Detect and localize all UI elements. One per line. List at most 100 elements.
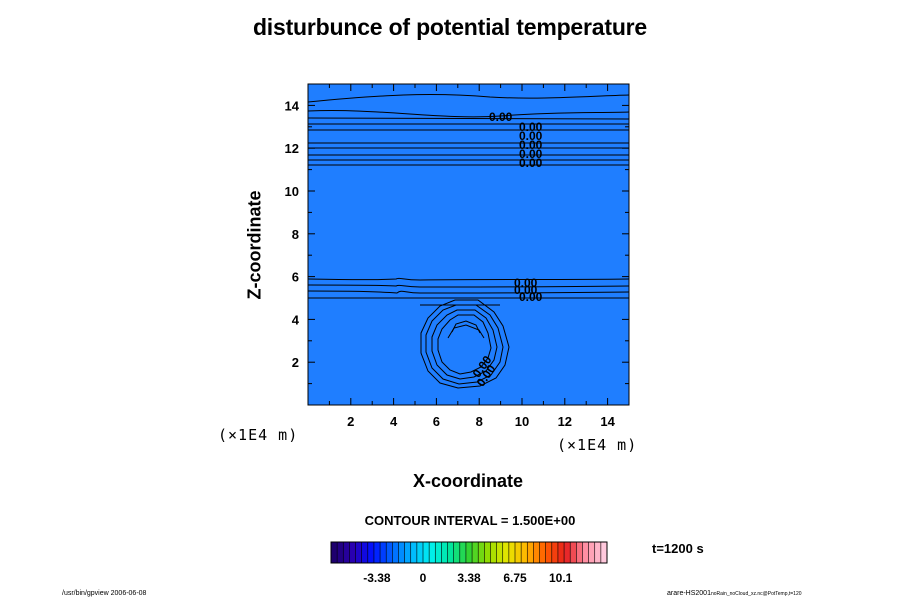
- y-tick-label: 2: [292, 355, 299, 370]
- colorbar-swatch: [588, 542, 596, 563]
- contour-line: [420, 299, 510, 389]
- contour-line: [308, 290, 629, 294]
- colorbar-swatch: [515, 542, 522, 563]
- colorbar-swatch: [429, 542, 436, 563]
- axes: 2 4 6 8 10 12 14 2 4 6 8 10 12 14: [285, 84, 629, 429]
- contour-label: 0.00: [489, 110, 513, 124]
- x-tick-label: 8: [476, 414, 483, 429]
- contour-line: [308, 94, 629, 103]
- x-tick-label: 12: [558, 414, 572, 429]
- colorbar-swatch: [472, 542, 479, 563]
- colorbar-swatch: [582, 542, 589, 563]
- contour-line: [451, 320, 481, 334]
- colorbar-swatch: [459, 542, 467, 563]
- contour-line: [425, 304, 504, 385]
- y-tick-label: 8: [292, 227, 299, 242]
- colorbar-swatch: [349, 542, 356, 563]
- footer-source: arare-HS2001noRain_noCloud_xz.nc@PotTemp…: [667, 590, 802, 597]
- colorbar-swatch: [441, 542, 448, 563]
- colorbar-swatch: [527, 542, 534, 563]
- colorbar-swatch: [545, 542, 553, 563]
- y-tick-label: 4: [292, 312, 300, 327]
- contour-line: [308, 110, 629, 118]
- colorbar-swatch: [331, 542, 338, 563]
- colorbar-swatch: [343, 542, 350, 563]
- contour-line: [431, 309, 498, 380]
- colorbar: -3.38 0 3.38 6.75 10.1: [330, 541, 608, 585]
- colorbar-frame: [330, 541, 608, 564]
- y-tick-label: 10: [285, 184, 299, 199]
- colorbar-tick-label: -3.38: [363, 571, 391, 585]
- plot-area: [308, 84, 629, 405]
- colorbar-swatch: [416, 542, 424, 563]
- colorbar-swatch: [484, 542, 491, 563]
- contour-label: 0.00: [519, 147, 543, 161]
- contour-label: 0.00: [519, 129, 543, 143]
- y-tick-label: 6: [292, 270, 299, 285]
- colorbar-swatch: [423, 542, 430, 563]
- colorbar-tick-label: 10.1: [549, 571, 573, 585]
- y-axis-unit: (×1E4 m): [218, 426, 299, 444]
- y-tick-label: 12: [285, 141, 299, 156]
- time-label: t=1200 s: [652, 541, 704, 556]
- colorbar-swatch: [435, 542, 442, 563]
- colorbar-swatch: [551, 542, 559, 563]
- colorbar-tick-label: 3.38: [457, 571, 481, 585]
- plot-frame: [307, 83, 630, 406]
- contour-label: 0.00: [519, 120, 543, 134]
- contour-label: 0.00: [519, 290, 543, 304]
- x-axis-label: X-coordinate: [412, 471, 524, 491]
- x-tick-label: 2: [347, 414, 354, 429]
- colorbar-swatch: [367, 542, 375, 563]
- contour-label: 0.00: [519, 138, 543, 152]
- x-tick-label: 14: [600, 414, 615, 429]
- x-tick-label: 10: [515, 414, 529, 429]
- colorbar-swatch: [337, 542, 344, 563]
- contour-label: 0.00: [519, 156, 543, 170]
- contour-line: [308, 284, 629, 288]
- colorbar-swatch: [380, 542, 387, 563]
- colorbar-swatch: [447, 542, 454, 563]
- colorbar-swatch: [557, 542, 565, 563]
- colorbar-swatch: [392, 542, 399, 563]
- colorbar-swatch: [465, 542, 473, 563]
- y-axis-label: Z-coordinate: [244, 190, 265, 300]
- x-axis-unit: (×1E4 m): [557, 436, 638, 454]
- footer-source-main: arare-HS2001: [667, 590, 711, 597]
- colorbar-swatch: [355, 542, 362, 563]
- colorbar-swatch: [508, 542, 516, 563]
- colorbar-swatch: [410, 542, 418, 563]
- contour-line: [308, 277, 629, 281]
- contour-lines: [308, 94, 629, 389]
- colorbar-swatch: [600, 542, 608, 563]
- contour-line: [447, 324, 485, 339]
- colorbar-swatch: [404, 542, 412, 563]
- contour-line: [308, 117, 629, 120]
- x-tick-label: 6: [433, 414, 440, 429]
- footer-command: /usr/bin/gpview 2006-06-08: [62, 590, 147, 597]
- chart-title: disturbunce of potential temperature: [252, 14, 648, 40]
- contour-label: 0.00: [514, 276, 538, 290]
- colorbar-swatch: [576, 542, 583, 563]
- colorbar-swatch: [373, 542, 381, 563]
- colorbar-swatch: [496, 542, 504, 563]
- y-tick-label: 14: [285, 98, 300, 113]
- contour-interval-label: CONTOUR INTERVAL = 1.500E+00: [364, 513, 576, 528]
- colorbar-swatch: [539, 542, 546, 563]
- colorbar-swatch: [502, 542, 510, 563]
- colorbar-swatch: [478, 542, 485, 563]
- colorbar-swatch: [564, 542, 571, 563]
- colorbar-swatch: [570, 542, 577, 563]
- colorbar-swatch: [386, 542, 393, 563]
- colorbar-swatch: [594, 542, 602, 563]
- colorbar-swatch: [453, 542, 461, 563]
- x-tick-label: 4: [390, 414, 398, 429]
- colorbar-tick-label: 6.75: [503, 571, 527, 585]
- colorbar-swatch: [533, 542, 540, 563]
- footer-source-sub: noRain_noCloud_xz.nc@PotTemp,t=120: [710, 591, 802, 597]
- contour-label: 0.00: [514, 283, 538, 297]
- colorbar-tick-label: 0: [420, 571, 427, 585]
- colorbar-swatch: [398, 542, 405, 563]
- colorbar-swatch: [361, 542, 369, 563]
